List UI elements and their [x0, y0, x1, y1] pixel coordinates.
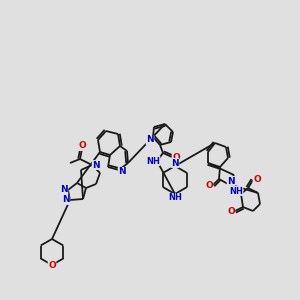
Text: N: N [227, 176, 235, 185]
Text: NH: NH [229, 187, 243, 196]
Text: O: O [205, 182, 213, 190]
Text: O: O [172, 152, 180, 161]
Text: O: O [78, 142, 86, 151]
Text: N: N [171, 158, 179, 167]
Text: N: N [62, 196, 70, 205]
Text: O: O [253, 175, 261, 184]
Text: N: N [60, 185, 68, 194]
Text: O: O [227, 208, 235, 217]
Text: NH: NH [146, 157, 160, 166]
Text: N: N [146, 136, 154, 145]
Text: O: O [48, 260, 56, 269]
Text: N: N [92, 160, 100, 169]
Text: NH: NH [168, 194, 182, 202]
Text: N: N [118, 167, 126, 176]
